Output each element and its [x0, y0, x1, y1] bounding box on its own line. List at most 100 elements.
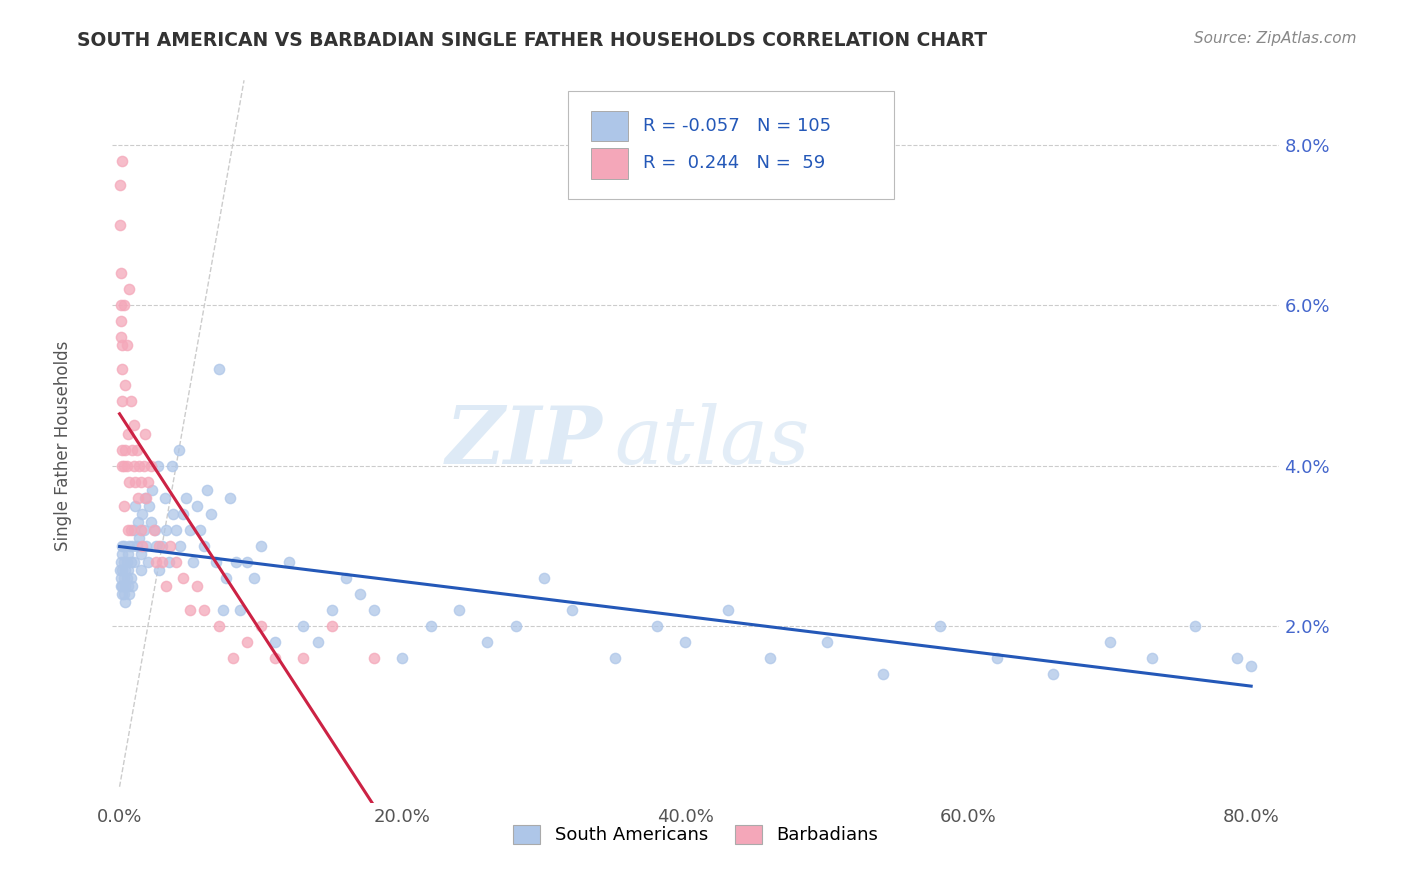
Point [111, 442, 134, 457]
Point [112, 571, 135, 585]
Point [264, 651, 287, 665]
Point [207, 362, 229, 376]
Text: SOUTH AMERICAN VS BARBADIAN SINGLE FATHER HOUSEHOLDS CORRELATION CHART: SOUTH AMERICAN VS BARBADIAN SINGLE FATHE… [77, 31, 987, 50]
Point [167, 442, 190, 457]
Point [160, 458, 183, 473]
Point [150, 539, 173, 553]
Point [150, 555, 173, 569]
Point [111, 539, 134, 553]
Text: R = -0.057   N = 105: R = -0.057 N = 105 [644, 117, 831, 135]
Text: Source: ZipAtlas.com: Source: ZipAtlas.com [1194, 31, 1357, 46]
Point [815, 635, 838, 649]
Point [111, 579, 134, 593]
Legend: South Americans, Barbadians: South Americans, Barbadians [499, 811, 893, 859]
Point [145, 539, 167, 553]
Point [114, 378, 136, 392]
Point [142, 523, 165, 537]
Point [211, 603, 233, 617]
Point [110, 218, 132, 232]
Point [118, 282, 141, 296]
Point [929, 619, 952, 633]
Point [169, 539, 191, 553]
Point [125, 442, 148, 457]
Point [112, 555, 135, 569]
Point [872, 667, 894, 681]
Point [321, 603, 343, 617]
Point [141, 483, 163, 497]
Point [159, 539, 181, 553]
Point [146, 458, 169, 473]
Point [186, 579, 208, 593]
Point [181, 555, 204, 569]
Point [121, 442, 143, 457]
Point [120, 571, 142, 585]
Point [128, 531, 150, 545]
Point [129, 547, 152, 561]
Point [219, 491, 242, 505]
Point [165, 523, 187, 537]
Point [111, 394, 134, 409]
Point [111, 458, 134, 473]
Point [135, 539, 157, 553]
Point [193, 603, 215, 617]
Point [321, 619, 343, 633]
Point [349, 587, 371, 601]
Point [110, 571, 132, 585]
Point [174, 491, 197, 505]
Point [118, 539, 141, 553]
Point [117, 523, 139, 537]
Point [363, 651, 385, 665]
Point [111, 362, 134, 376]
Point [117, 426, 139, 441]
Point [118, 475, 141, 489]
Point [250, 539, 273, 553]
Point [138, 499, 160, 513]
Point [561, 603, 583, 617]
Point [195, 483, 218, 497]
Point [186, 499, 208, 513]
Text: Single Father Households: Single Father Households [55, 341, 72, 551]
Point [129, 563, 152, 577]
FancyBboxPatch shape [591, 148, 628, 178]
Point [162, 507, 184, 521]
Point [335, 571, 357, 585]
Point [200, 507, 222, 521]
Point [165, 555, 187, 569]
Point [111, 547, 134, 561]
Point [986, 651, 1008, 665]
Point [110, 330, 132, 344]
Point [419, 619, 441, 633]
Point [759, 651, 782, 665]
Text: R =  0.244   N =  59: R = 0.244 N = 59 [644, 154, 825, 172]
Point [139, 515, 162, 529]
Point [110, 555, 132, 569]
Point [112, 539, 135, 553]
Point [132, 458, 155, 473]
Point [111, 338, 134, 352]
Point [111, 587, 134, 601]
Point [139, 458, 162, 473]
Point [172, 571, 194, 585]
Point [477, 635, 499, 649]
Point [236, 635, 259, 649]
Point [131, 539, 153, 553]
Point [127, 515, 149, 529]
Point [132, 523, 155, 537]
Point [278, 555, 301, 569]
Point [114, 563, 136, 577]
Point [179, 603, 201, 617]
Point [122, 458, 145, 473]
Point [120, 555, 142, 569]
Point [112, 298, 135, 312]
Point [110, 579, 132, 593]
Point [243, 571, 266, 585]
Point [204, 555, 226, 569]
Point [121, 579, 143, 593]
Point [236, 555, 259, 569]
Point [172, 507, 194, 521]
Point [292, 651, 315, 665]
Point [115, 458, 138, 473]
FancyBboxPatch shape [568, 91, 894, 200]
Point [131, 507, 153, 521]
Point [118, 587, 141, 601]
